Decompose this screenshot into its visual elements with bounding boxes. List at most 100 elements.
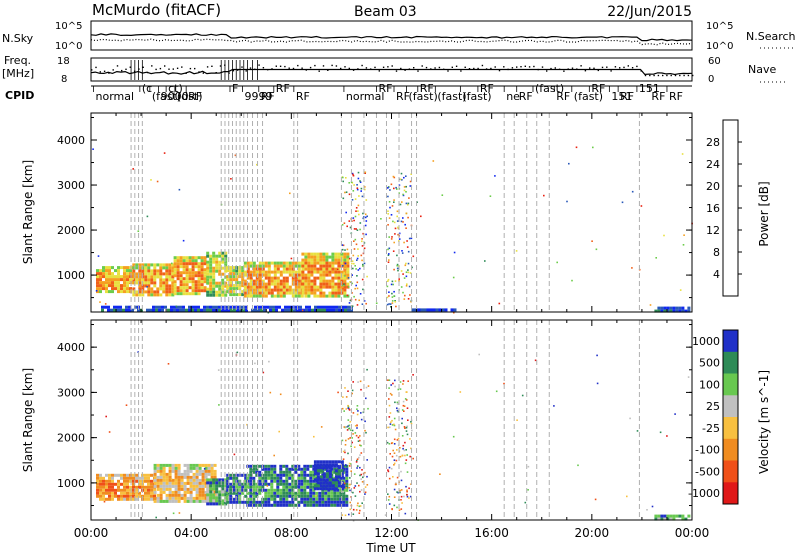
vel-cell <box>162 499 166 503</box>
power-cell <box>299 305 302 309</box>
power-cell <box>273 270 277 274</box>
vel-cell <box>675 514 679 518</box>
power-cell <box>305 308 308 312</box>
vel-dot <box>392 449 394 452</box>
power-cell <box>209 275 213 279</box>
vel-cell <box>150 494 153 498</box>
vel-cell <box>215 496 219 500</box>
vel-cell <box>322 478 326 482</box>
power-cell <box>328 255 332 259</box>
power-dot <box>388 217 391 219</box>
power-cell <box>414 308 418 312</box>
vel-dot <box>357 502 359 505</box>
vel-cell <box>291 497 295 501</box>
power-cell <box>179 280 183 284</box>
vel-cell <box>328 475 332 479</box>
power-cell <box>171 263 175 267</box>
power-cell <box>314 308 317 312</box>
vel-cell <box>249 491 253 495</box>
vel-cell <box>168 484 172 488</box>
power-cell <box>229 290 233 294</box>
power-cell <box>209 257 213 261</box>
vel-dot <box>351 392 353 395</box>
vel-cell <box>159 487 163 491</box>
power-dot <box>391 205 394 207</box>
power-dot <box>342 244 345 247</box>
vel-cell <box>156 481 160 485</box>
vel-cell <box>135 491 138 495</box>
vel-cell <box>249 473 253 477</box>
vel-cell <box>183 463 187 467</box>
vel-dot <box>406 494 408 496</box>
power-dot <box>356 281 359 284</box>
vel-cell <box>255 494 259 498</box>
vel-cell <box>96 476 99 480</box>
power-cell <box>179 286 183 290</box>
vel-cell <box>246 476 250 480</box>
vel-cell <box>162 478 166 482</box>
power-cell <box>156 290 160 294</box>
power-dot <box>405 271 408 273</box>
vel-dot <box>172 512 175 515</box>
vel-dot <box>391 424 394 426</box>
vel-dot <box>342 450 345 453</box>
power-dot <box>341 224 344 226</box>
vel-cell <box>168 469 172 473</box>
vel-cell <box>285 488 289 492</box>
power-dot <box>410 237 413 240</box>
power-cell <box>313 279 317 283</box>
vel-cell <box>162 469 166 473</box>
vel-cell <box>315 500 319 504</box>
vel-cell <box>316 475 320 479</box>
power-dot <box>400 270 403 272</box>
nave-dot <box>258 64 260 66</box>
power-cell <box>322 267 326 271</box>
power-cell <box>212 305 215 309</box>
vel-cell <box>264 467 268 471</box>
power-cell <box>288 285 292 289</box>
vel-cell <box>328 478 332 482</box>
vel-cell <box>204 490 208 494</box>
vel-cell <box>129 485 132 489</box>
vel-cell <box>279 488 283 492</box>
vel-dot <box>406 489 408 492</box>
power-dot <box>342 197 345 200</box>
beam-title: Beam 03 <box>354 4 417 20</box>
vel-cell <box>337 472 341 476</box>
vel-dot <box>406 391 408 393</box>
vel-cell <box>327 503 331 507</box>
power-cell <box>171 293 175 297</box>
power-cell <box>173 256 177 260</box>
vel-cell <box>126 491 129 495</box>
power-cell <box>331 276 335 280</box>
power-cell <box>311 308 314 312</box>
vel-cell <box>273 479 277 483</box>
power-cell <box>226 284 230 288</box>
vel-cell <box>345 476 349 480</box>
vel-cell <box>135 473 138 477</box>
vel-cell <box>282 497 286 501</box>
power-cell <box>147 293 151 297</box>
power-cell <box>322 261 326 265</box>
power-cell <box>332 305 335 309</box>
power-cell <box>218 284 222 288</box>
vel-dot <box>404 462 407 465</box>
power-cell <box>281 308 284 312</box>
vel-dot <box>320 426 323 428</box>
power-cell <box>150 263 154 267</box>
power-cell <box>159 284 163 288</box>
vel-cell <box>312 464 316 468</box>
nave-dot <box>241 66 243 68</box>
nave-dot <box>348 67 350 70</box>
vel-cell <box>153 484 157 488</box>
vel-dot <box>359 435 361 437</box>
power-dot <box>405 227 407 229</box>
vel-dot <box>596 382 599 385</box>
vel-cell <box>660 514 664 518</box>
vel-cell <box>288 470 292 474</box>
vel-cell <box>241 488 245 492</box>
power-dot <box>409 185 412 187</box>
vel-cell <box>312 482 316 486</box>
vel-cell <box>156 469 160 473</box>
power-cell <box>337 258 341 262</box>
